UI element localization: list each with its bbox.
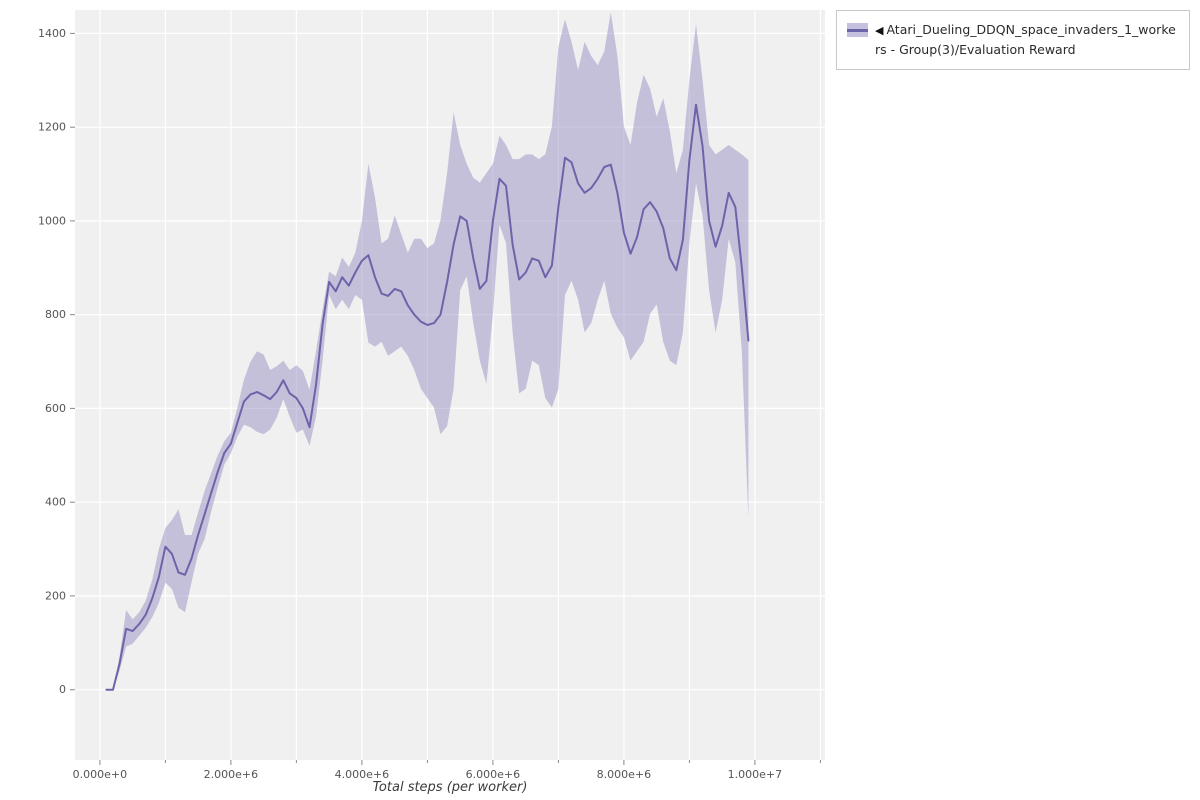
svg-text:200: 200: [45, 589, 66, 602]
svg-text:4.000e+6: 4.000e+6: [335, 768, 389, 781]
svg-text:1000: 1000: [38, 214, 66, 227]
svg-text:800: 800: [45, 308, 66, 321]
svg-text:0: 0: [59, 683, 66, 696]
svg-text:400: 400: [45, 496, 66, 509]
x-axis-title: Total steps (per worker): [372, 780, 528, 795]
svg-text:600: 600: [45, 402, 66, 415]
legend-label: Atari_Dueling_DDQN_space_invaders_1_work…: [875, 22, 1176, 57]
svg-text:1200: 1200: [38, 121, 66, 134]
axis-tick-labels: 0.000e+0 2.000e+6 4.000e+6 6.000e+6 8.000e+6…: [38, 27, 782, 781]
axis-ticks: [70, 32, 821, 765]
svg-text:6.000e+6: 6.000e+6: [466, 768, 520, 781]
svg-text:8.000e+6: 8.000e+6: [597, 768, 651, 781]
legend-swatch-band-line-icon: [847, 23, 868, 37]
svg-text:1.000e+7: 1.000e+7: [728, 768, 782, 781]
legend: ◀ Atari_Dueling_DDQN_space_invaders_1_wor…: [836, 10, 1190, 70]
legend-marker-icon: ◀: [875, 24, 884, 37]
svg-text:0.000e+0: 0.000e+0: [73, 768, 127, 781]
confidence-band: [106, 12, 749, 690]
svg-text:2.000e+6: 2.000e+6: [204, 768, 258, 781]
svg-text:1400: 1400: [38, 27, 66, 40]
legend-text: ◀ Atari_Dueling_DDQN_space_invaders_1_wor…: [875, 20, 1179, 60]
mean-line: [105, 103, 750, 691]
legend-entry[interactable]: ◀ Atari_Dueling_DDQN_space_invaders_1_wor…: [847, 20, 1179, 60]
